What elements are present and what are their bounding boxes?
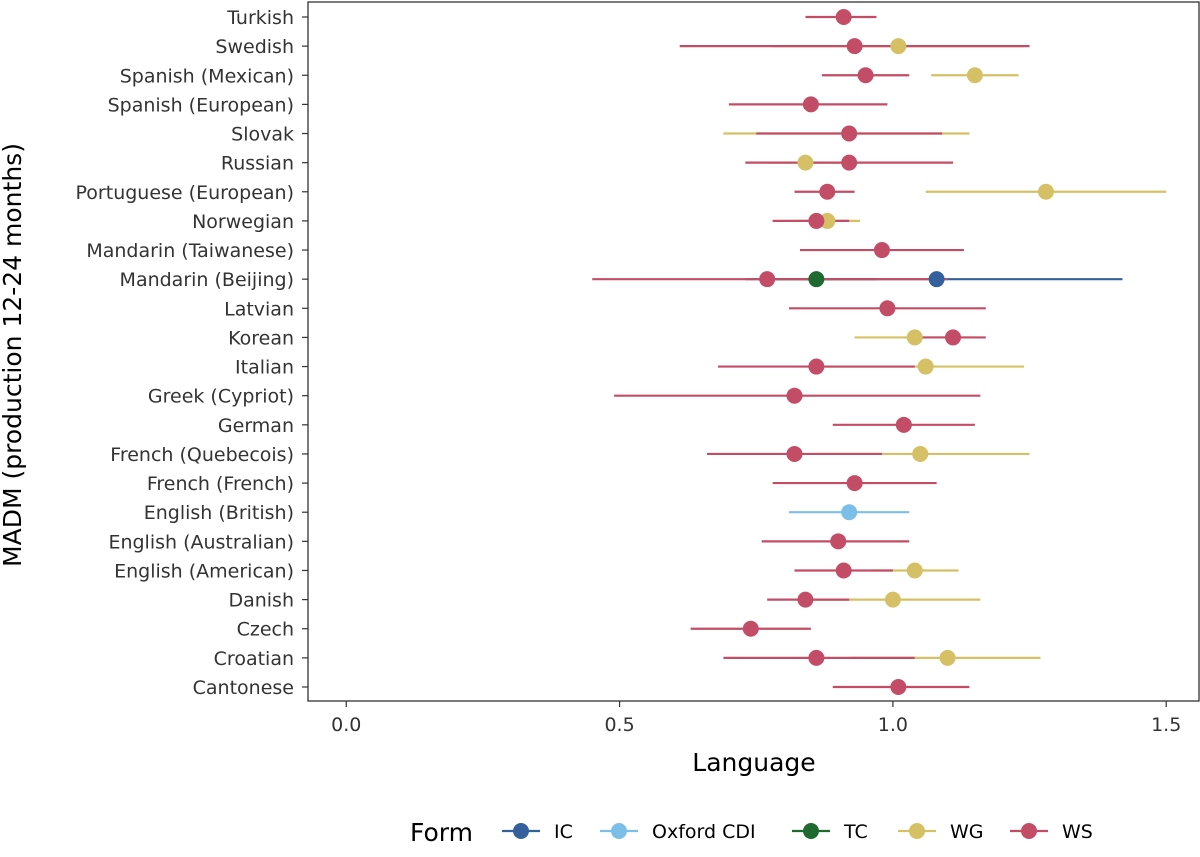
data-point — [830, 533, 847, 550]
data-point — [819, 212, 836, 229]
data-point — [802, 96, 819, 113]
data-point — [884, 591, 901, 608]
legend-title: Form — [410, 818, 473, 847]
y-tick-label: Croatian — [214, 648, 294, 670]
data-point — [786, 445, 803, 462]
data-point — [841, 125, 858, 142]
legend-item: WS — [1010, 821, 1093, 843]
data-point — [912, 445, 929, 462]
x-tick-label: 0.0 — [331, 714, 361, 736]
legend-label: WS — [1062, 821, 1093, 843]
axes: Language MADM (production 12-24 months) … — [0, 7, 1181, 777]
y-tick-label: Russian — [221, 153, 294, 175]
legend-item: Oxford CDI — [600, 821, 756, 843]
legend-key-point — [1021, 823, 1037, 839]
data-point — [841, 504, 858, 521]
y-tick-label: English (British) — [144, 502, 294, 524]
legend-label: TC — [843, 821, 868, 843]
y-tick-label: Latvian — [224, 298, 294, 320]
data-point — [890, 678, 907, 695]
legend-key-point — [803, 823, 819, 839]
y-tick-label: French (French) — [147, 473, 294, 495]
data-point — [846, 475, 863, 492]
data-point — [966, 67, 983, 84]
x-tick-label: 1.5 — [1151, 714, 1181, 736]
data-point — [873, 242, 890, 259]
data-layer — [592, 9, 1167, 695]
y-tick-label: Spanish (Mexican) — [120, 65, 294, 87]
y-tick-label: French (Quebecois) — [110, 444, 294, 466]
legend-label: WG — [950, 821, 984, 843]
data-point — [841, 154, 858, 171]
y-tick-label: Korean — [228, 327, 294, 349]
legend-label: Oxford CDI — [652, 821, 756, 843]
data-point — [835, 9, 852, 25]
data-point — [939, 649, 956, 666]
x-tick-label: 1.0 — [878, 714, 908, 736]
y-tick-label: Danish — [228, 590, 294, 612]
data-point — [945, 329, 962, 346]
legend-key-point — [611, 823, 627, 839]
data-point — [1037, 183, 1054, 200]
data-point — [846, 38, 863, 55]
data-point — [917, 358, 934, 375]
y-tick-label: Spanish (European) — [108, 94, 294, 116]
data-point — [742, 620, 759, 637]
legend-key-point — [513, 823, 529, 839]
data-point — [797, 591, 814, 608]
data-point — [835, 562, 852, 579]
data-point — [890, 38, 907, 55]
y-tick-label: English (Australian) — [108, 531, 294, 553]
plot-border — [307, 1, 1200, 702]
data-point — [928, 271, 945, 288]
y-tick-label: Mandarin (Beijing) — [120, 269, 294, 291]
y-tick-label: Czech — [237, 619, 294, 641]
data-point — [786, 387, 803, 404]
data-point — [906, 562, 923, 579]
legend-item: WG — [898, 821, 984, 843]
y-tick-label: Mandarin (Taiwanese) — [86, 240, 294, 262]
data-point — [895, 416, 912, 433]
y-tick-label: Cantonese — [193, 677, 294, 699]
y-axis-title: MADM (production 12-24 months) — [0, 143, 27, 567]
y-tick-label: German — [218, 415, 294, 437]
y-tick-label: Slovak — [231, 124, 294, 146]
data-point — [759, 271, 776, 288]
data-point — [879, 300, 896, 317]
data-point — [797, 154, 814, 171]
x-tick-label: 0.5 — [604, 714, 634, 736]
data-point — [808, 271, 825, 288]
y-tick-label: Greek (Cypriot) — [148, 386, 294, 408]
legend-label: IC — [554, 821, 573, 843]
data-point — [906, 329, 923, 346]
y-tick-label: Italian — [235, 357, 294, 379]
y-tick-label: Portuguese (European) — [76, 182, 294, 204]
legend-key-point — [909, 823, 925, 839]
data-point — [808, 212, 825, 229]
plot-panel — [307, 1, 1200, 702]
data-point — [857, 67, 874, 84]
legend-item: IC — [502, 821, 573, 843]
data-point — [808, 358, 825, 375]
y-tick-label: Swedish — [215, 36, 294, 58]
data-point — [819, 183, 836, 200]
y-tick-label: Turkish — [226, 7, 294, 29]
y-tick-label: Norwegian — [192, 211, 294, 233]
data-point — [808, 649, 825, 666]
y-tick-label: English (American) — [114, 560, 294, 582]
x-axis-title: Language — [692, 748, 815, 777]
legend: Form IC Oxford CDI TC WG WS — [410, 818, 1093, 847]
legend-item: TC — [792, 821, 868, 843]
